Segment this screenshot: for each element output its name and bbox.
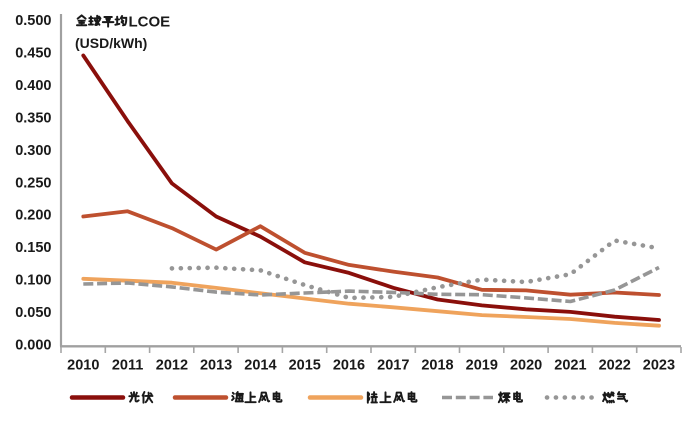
svg-text:2017: 2017: [377, 358, 409, 374]
svg-text:0.400: 0.400: [15, 78, 51, 94]
svg-text:2015: 2015: [289, 358, 321, 374]
svg-text:2011: 2011: [112, 358, 143, 374]
svg-text:2016: 2016: [333, 358, 365, 374]
svg-text:(USD/kWh): (USD/kWh): [75, 35, 147, 51]
svg-text:0.000: 0.000: [15, 338, 51, 354]
svg-text:LCOE: LCOE: [129, 13, 171, 30]
svg-text:2012: 2012: [156, 358, 188, 374]
svg-text:2023: 2023: [643, 358, 675, 374]
svg-text:0.050: 0.050: [15, 305, 51, 321]
svg-text:2020: 2020: [510, 358, 542, 374]
svg-text:0.250: 0.250: [15, 175, 51, 191]
svg-text:2019: 2019: [466, 358, 498, 374]
svg-text:0.350: 0.350: [15, 110, 51, 126]
svg-text:0.450: 0.450: [15, 46, 51, 62]
svg-text:2014: 2014: [244, 358, 276, 374]
svg-text:0.200: 0.200: [15, 208, 51, 224]
svg-text:2022: 2022: [599, 358, 631, 374]
svg-text:0.100: 0.100: [15, 273, 51, 289]
svg-text:0.150: 0.150: [15, 240, 51, 256]
svg-text:0.500: 0.500: [15, 13, 51, 29]
svg-text:2010: 2010: [67, 358, 99, 374]
svg-text:2018: 2018: [421, 358, 453, 374]
svg-text:0.300: 0.300: [15, 143, 51, 159]
svg-text:2013: 2013: [200, 358, 232, 374]
svg-text:2021: 2021: [554, 358, 586, 374]
